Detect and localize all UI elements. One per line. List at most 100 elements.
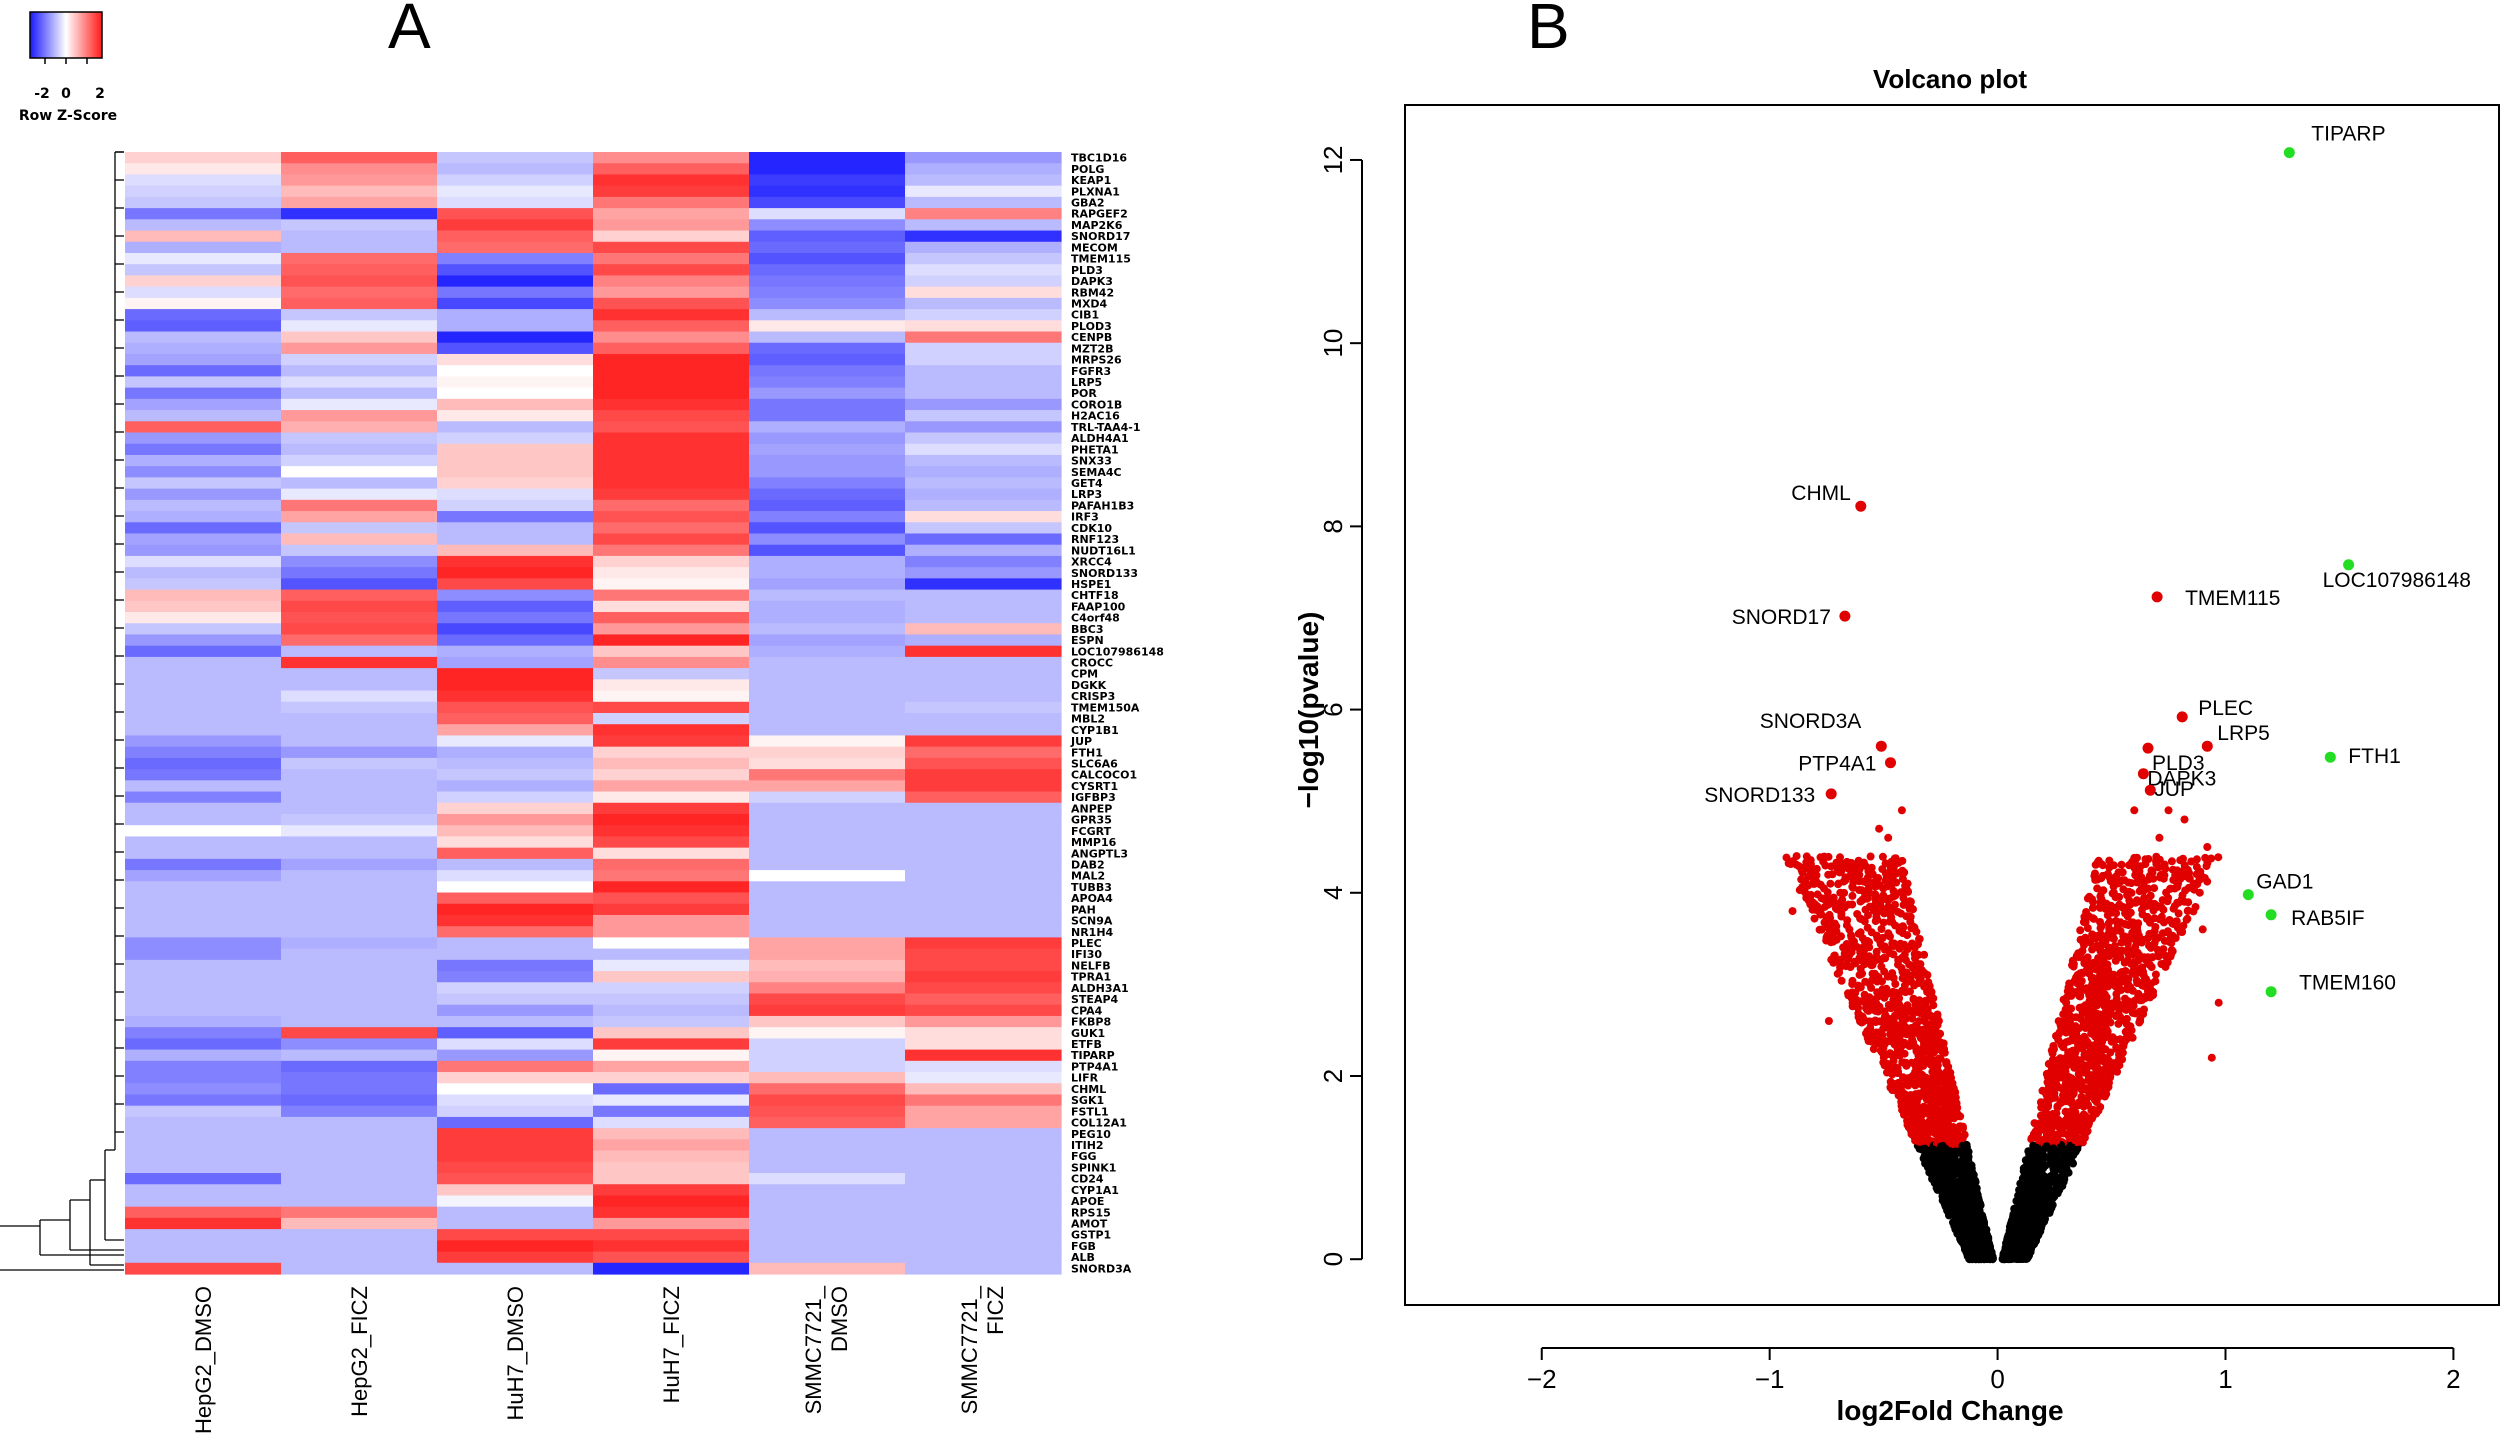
data-point	[1867, 983, 1876, 992]
heatmap-cell	[593, 342, 750, 355]
heatmap-cell	[125, 1027, 282, 1039]
data-point	[2108, 1033, 2117, 1042]
heatmap-cell	[593, 971, 750, 983]
data-point	[1856, 914, 1865, 923]
heatmap-cell	[125, 365, 282, 377]
data-point	[2038, 1086, 2047, 1095]
data-point	[1857, 997, 1866, 1006]
heatmap-cell	[125, 993, 282, 1006]
data-point	[1904, 1123, 1913, 1132]
heatmap-cell	[749, 780, 906, 793]
data-point	[1897, 1047, 1905, 1056]
heatmap-cell	[281, 185, 438, 198]
heatmap-cell	[749, 634, 906, 647]
data-point	[1898, 875, 1907, 883]
data-point	[2139, 878, 2148, 887]
data-point	[2035, 1135, 2044, 1144]
data-point	[1855, 870, 1864, 879]
heatmap-cell	[749, 331, 906, 344]
heatmap-cell	[749, 174, 906, 187]
data-point	[1889, 905, 1898, 914]
heatmap-cell	[281, 421, 438, 434]
data-point	[2078, 969, 2087, 978]
heatmap-cell	[593, 735, 750, 748]
row-label: SCN9A	[1071, 915, 1113, 928]
heatmap-cell	[905, 858, 1062, 871]
x-tick-label: −1	[1755, 1364, 1785, 1394]
data-point	[1969, 1188, 1978, 1197]
heatmap-cell	[593, 1004, 750, 1017]
heatmap-cell	[593, 959, 750, 972]
data-point	[2164, 893, 2173, 902]
heatmap-cell	[437, 1004, 594, 1017]
data-point	[2019, 1217, 2028, 1226]
heatmap-cell	[905, 948, 1062, 961]
data-point	[1906, 1102, 1915, 1110]
heatmap-cell	[749, 555, 906, 568]
heatmap-cell	[593, 196, 750, 209]
heatmap-cell	[905, 1195, 1062, 1208]
row-label: ANPEP	[1071, 802, 1112, 815]
heatmap-cell	[281, 1184, 438, 1197]
heatmap-cell	[437, 1105, 594, 1118]
data-point	[1865, 952, 1874, 961]
data-point	[1859, 877, 1868, 886]
heatmap-cell	[749, 847, 906, 860]
data-point	[2111, 916, 2120, 925]
row-label: POR	[1071, 387, 1097, 400]
heatmap-cell	[437, 174, 594, 187]
heatmap-cell	[749, 1150, 906, 1163]
heatmap-cell	[281, 454, 438, 467]
heatmap-cell	[281, 870, 438, 882]
color-key-gradient	[29, 11, 103, 59]
heatmap-cell	[749, 230, 906, 243]
row-label: HSPE1	[1071, 578, 1111, 591]
heatmap-cell	[281, 1105, 438, 1118]
data-point	[1824, 1017, 1833, 1025]
data-point	[1881, 859, 1890, 868]
heatmap-cell	[125, 825, 282, 838]
data-point	[1946, 1106, 1955, 1115]
heatmap-cell	[749, 813, 906, 826]
data-point	[2126, 1022, 2135, 1031]
heatmap-cell	[749, 735, 906, 748]
heatmap-cell	[281, 914, 438, 927]
heatmap-cell	[437, 701, 594, 714]
heatmap-cell	[281, 1128, 438, 1140]
data-point	[2138, 981, 2147, 990]
data-point	[2063, 1014, 2072, 1023]
data-point	[2113, 983, 2122, 992]
data-point	[2116, 952, 2125, 961]
data-point	[2112, 1043, 2121, 1052]
heatmap-cell	[749, 791, 906, 804]
heatmap-cell	[125, 297, 282, 310]
heatmap-cell	[749, 690, 906, 703]
data-point	[1959, 1124, 1967, 1133]
data-point	[1923, 1057, 1932, 1066]
data-point	[1870, 1006, 1879, 1015]
data-point	[1863, 894, 1872, 903]
data-point	[2057, 1166, 2066, 1175]
heatmap-cell	[593, 993, 750, 1006]
heatmap-cell	[281, 1173, 438, 1185]
heatmap-cell	[905, 937, 1062, 950]
data-point	[1910, 1133, 1919, 1142]
heatmap-cell	[125, 937, 282, 950]
data-point	[1882, 1023, 1891, 1032]
data-point	[1906, 987, 1914, 996]
heatmap-cell	[749, 858, 906, 871]
heatmap-cell	[905, 1217, 1062, 1230]
data-point	[2176, 874, 2185, 883]
data-point	[2098, 958, 2107, 967]
heatmap-cell	[593, 454, 750, 467]
data-point	[1881, 945, 1889, 954]
data-point	[2149, 906, 2158, 915]
data-point	[1852, 942, 1861, 951]
heatmap-cell	[593, 499, 750, 512]
data-point	[1962, 1203, 1971, 1212]
data-point	[1876, 937, 1884, 946]
data-point	[1922, 1127, 1931, 1136]
data-point	[1877, 925, 1886, 933]
data-point	[2191, 903, 2200, 911]
